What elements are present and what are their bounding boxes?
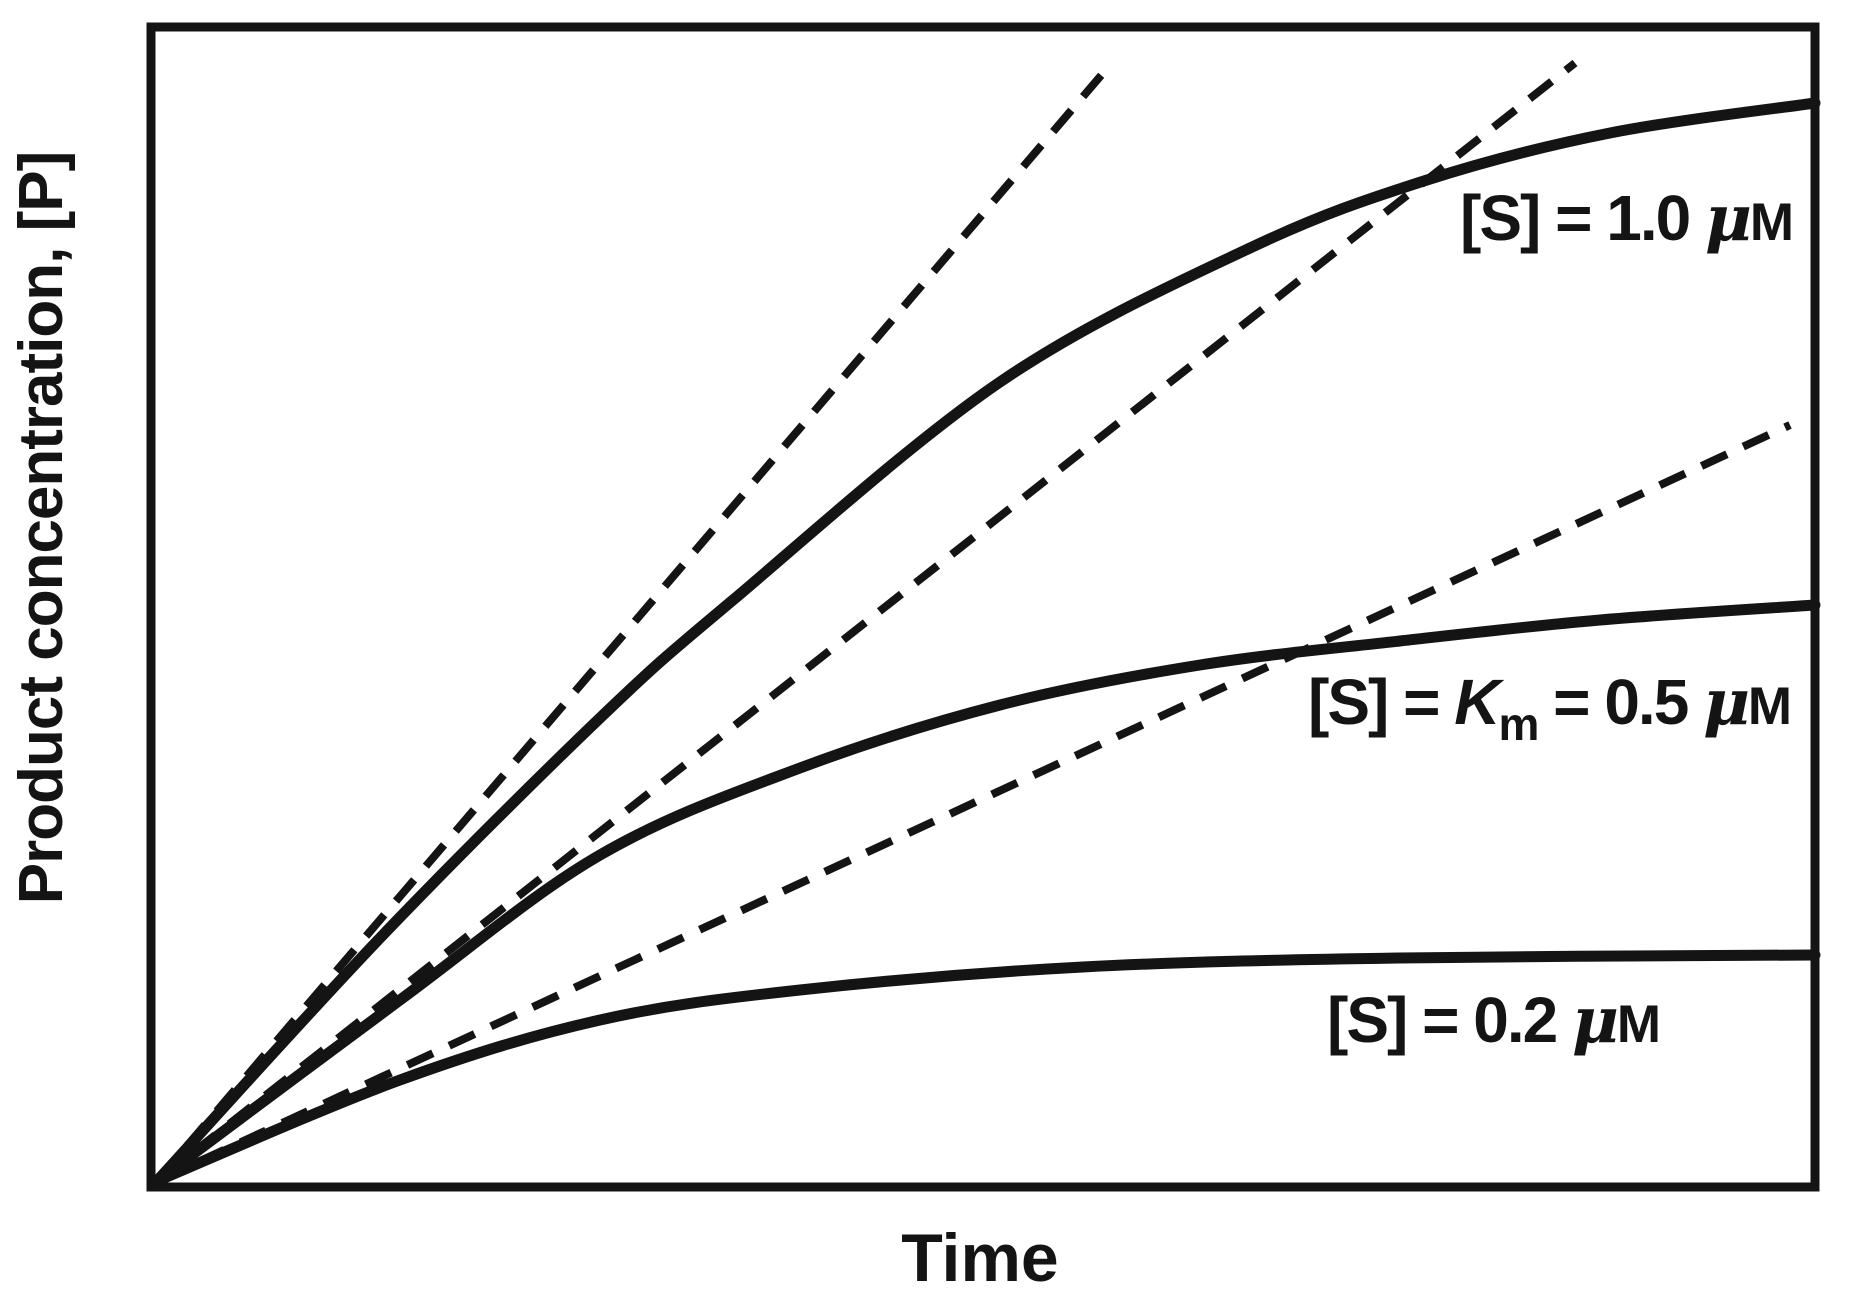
curve-s-1.0 xyxy=(151,97,1821,1187)
label-text-part: [S] = xyxy=(1308,666,1454,738)
label-text-part: [S] = 0.2 xyxy=(1327,984,1572,1056)
initial-rate-tangents xyxy=(153,59,1792,1185)
curve-s-1.0-label: [S] = 1.0 μM xyxy=(1460,181,1792,256)
label-subscript-part: m xyxy=(1498,698,1537,750)
tangent-s-1.0 xyxy=(153,62,1114,1184)
label-text-part: = 0.5 xyxy=(1537,666,1703,738)
curve-s-0.2 xyxy=(151,949,1821,1187)
label-italic-part: μ xyxy=(1572,983,1617,1058)
x-axis-label: Time xyxy=(901,1220,1058,1296)
label-italic-part: μ xyxy=(1703,665,1748,740)
curve-s-0.2-label: [S] = 0.2 μM xyxy=(1327,983,1659,1058)
label-smallcap-part: M xyxy=(1748,677,1790,736)
label-smallcap-part: M xyxy=(1617,995,1659,1054)
tangent-s-0.2 xyxy=(155,421,1792,1185)
label-italic-part: K xyxy=(1454,666,1505,738)
label-italic-part: μ xyxy=(1705,181,1750,256)
curve-s-0.5-label: [S] = Km = 0.5 μM xyxy=(1308,665,1790,750)
label-smallcap-part: M xyxy=(1750,193,1792,252)
progress-curves xyxy=(151,97,1821,1187)
label-text-part: [S] = 1.0 xyxy=(1460,182,1705,254)
curve-labels: [S] = 1.0 μM[S] = Km = 0.5 μM[S] = 0.2 μ… xyxy=(1308,181,1794,1058)
curve-s-0.5 xyxy=(151,599,1821,1187)
y-axis-label: Product concentration, [P] xyxy=(7,152,76,904)
tangent-s-0.5 xyxy=(154,59,1578,1185)
